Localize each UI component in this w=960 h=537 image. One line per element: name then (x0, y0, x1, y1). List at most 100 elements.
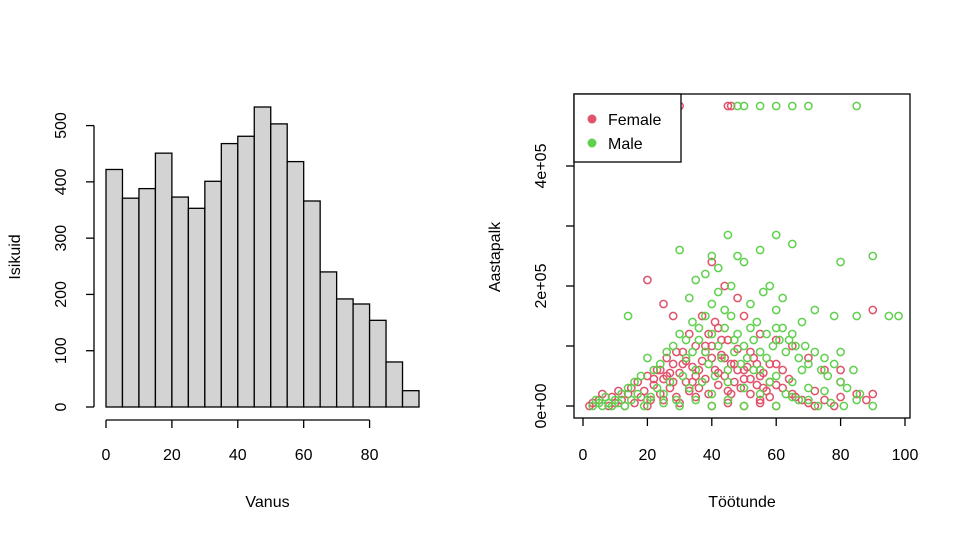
scatter-point-male (723, 377, 733, 387)
scatter-point-female (729, 377, 739, 387)
histogram-y-tick-label: 400 (53, 168, 70, 195)
histogram-bar (138, 187, 157, 408)
scatter-point-male (787, 377, 797, 387)
scatter-x-tick-label: 60 (767, 447, 785, 464)
scatter-point-male (771, 401, 781, 411)
scatter-point-male (643, 353, 652, 363)
scatter-point-male (749, 335, 759, 345)
histogram-x-tick-label: 80 (361, 447, 379, 464)
scatter-point-male (868, 251, 878, 261)
scatter-point-female (836, 365, 845, 375)
histogram-y-tick-label: 0 (53, 402, 70, 411)
scatter-point-male (749, 365, 759, 375)
scatter-point-male (762, 353, 771, 363)
scatter-point-male (752, 317, 762, 327)
scatter-point-male (829, 359, 839, 369)
histogram-bar (237, 135, 255, 408)
scatter-point-male (665, 377, 675, 387)
legend-label-female: Female (608, 112, 661, 129)
scatter-point-male (755, 365, 765, 375)
scatter-point-male (778, 323, 787, 333)
scatter-y-tick-label: 2e+05 (533, 263, 550, 308)
scatter-point-male (797, 317, 807, 327)
scatter-point-female (694, 365, 704, 375)
scatter-point-male (675, 245, 684, 255)
scatter-point-male (791, 341, 800, 351)
legend-box (573, 93, 682, 163)
scatter-point-male (726, 311, 736, 321)
scatter-point-male (852, 311, 862, 321)
scatter-point-male (784, 335, 794, 345)
scatter-point-female (643, 401, 652, 411)
scatter-point-male (781, 347, 791, 357)
histogram-bars (105, 106, 420, 408)
scatter-point-male (617, 389, 626, 399)
scatter-point-male (707, 389, 717, 399)
scatter-x-axis: 0 20 40 60 80 100 (579, 418, 919, 464)
histogram-bar (270, 123, 288, 408)
scatter-point-female (704, 329, 713, 339)
scatter-point-male (704, 359, 713, 369)
scatter-x-tick-label: 100 (892, 447, 919, 464)
scatter-point-male (694, 335, 704, 345)
histogram-bar (286, 160, 305, 408)
scatter-point-female (755, 395, 765, 405)
scatter-point-male (659, 398, 668, 408)
scatter-point-male (684, 293, 694, 303)
scatter-point-male (623, 311, 633, 321)
histogram-panel: 0 20 40 60 80 0 100 200 300 400 500 Vanus Isikuid (7, 106, 420, 511)
scatter-point-male (733, 251, 742, 261)
histogram-bar (303, 200, 321, 408)
scatter-point-male (816, 365, 826, 375)
scatter-point-female (665, 368, 675, 378)
scatter-point-female (662, 353, 672, 363)
scatter-point-male (688, 317, 697, 327)
scatter-point-male (643, 395, 652, 405)
scatter-point-male (601, 392, 610, 402)
histogram-bar (401, 390, 420, 408)
scatter-point-male (636, 371, 646, 381)
scatter-point-male (839, 401, 849, 411)
scatter-point-male (804, 383, 813, 393)
scatter-point-male (633, 389, 643, 399)
scatter-point-male (707, 329, 717, 339)
histogram-y-tick-label: 300 (53, 225, 70, 252)
scatter-point-female (659, 395, 668, 405)
scatter-point-female (810, 401, 820, 411)
scatter-point-male (620, 401, 630, 411)
scatter-point-male (804, 395, 813, 405)
scatter-point-male (723, 395, 733, 405)
histogram-bar (335, 298, 354, 408)
scatter-point-male (691, 275, 701, 285)
scatter-point-male (797, 365, 807, 375)
histogram-bar (204, 180, 222, 408)
scatter-point-male (739, 383, 749, 393)
scatter-point-male (681, 335, 691, 345)
scatter-point-male (804, 359, 813, 369)
scatter-point-female (668, 359, 678, 369)
scatter-point-male (771, 230, 781, 240)
scatter-point-female (668, 311, 678, 321)
scatter-point-male (662, 347, 672, 357)
scatter-point-male (736, 359, 746, 369)
scatter-point-male (742, 353, 752, 363)
scatter-point-male (688, 347, 697, 357)
histogram-y-axis: 0 100 200 300 400 500 (53, 112, 95, 411)
scatter-point-female (701, 341, 710, 351)
scatter-point-female (765, 392, 775, 402)
scatter-point-male (800, 341, 810, 351)
scatter-point-female (755, 398, 765, 408)
scatter-point-male (884, 311, 894, 321)
scatter-point-female (736, 383, 746, 393)
scatter-point-male (594, 398, 604, 408)
histogram-bar (171, 196, 190, 408)
scatter-point-male (655, 359, 665, 369)
scatter-point-male (765, 377, 775, 387)
scatter-y-axis: 0e+00 2e+05 4e+05 (533, 143, 574, 428)
scatter-point-male (675, 401, 684, 411)
histogram-bar (385, 361, 404, 408)
scatter-point-male (720, 323, 730, 333)
scatter-point-male (720, 305, 730, 315)
scatter-point-male (659, 389, 668, 399)
